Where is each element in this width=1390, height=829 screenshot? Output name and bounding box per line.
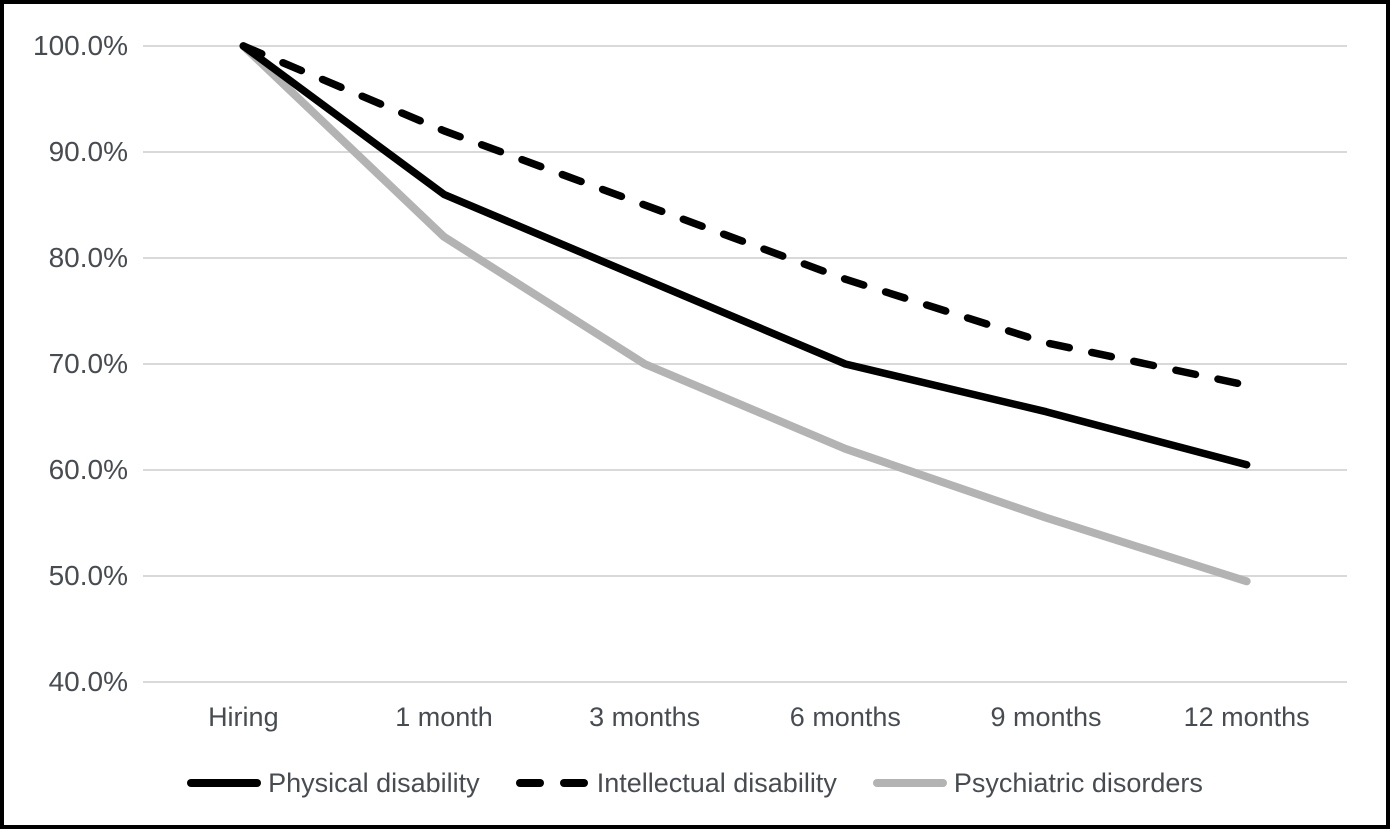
y-tick-label: 100.0% xyxy=(33,30,128,61)
legend-item-intellectual-disability: Intellectual disability xyxy=(515,767,837,799)
legend-label: Physical disability xyxy=(268,767,480,798)
legend-swatch-gray-line-icon xyxy=(872,779,947,787)
x-tick-label: 6 months xyxy=(789,702,901,732)
legend-item-psychiatric-disorders: Psychiatric disorders xyxy=(872,767,1203,799)
legend-item-physical-disability: Physical disability xyxy=(187,768,480,799)
y-tick-label: 40.0% xyxy=(48,666,128,697)
y-tick-label: 70.0% xyxy=(48,348,128,379)
x-tick-label: 3 months xyxy=(589,702,701,732)
x-tick-label: Hiring xyxy=(208,702,279,732)
x-tick-label: 1 month xyxy=(395,702,493,732)
legend-label: Intellectual disability xyxy=(596,767,837,798)
y-tick-label: 60.0% xyxy=(48,454,128,485)
legend-label: Psychiatric disorders xyxy=(953,767,1203,798)
series-line-psychiatric-disorders xyxy=(239,42,1251,586)
dash-segment-icon xyxy=(515,779,544,787)
legend-swatch-dashed-line-icon xyxy=(515,779,590,787)
series-line-physical-disability xyxy=(239,42,1251,469)
dash-segment-icon xyxy=(559,779,588,787)
x-tick-label: 9 months xyxy=(990,702,1102,732)
legend-swatch-solid-line-icon xyxy=(187,779,262,787)
y-tick-label: 90.0% xyxy=(48,136,128,167)
legend: Physical disability Intellectual disabil… xyxy=(0,765,1390,801)
y-tick-label: 50.0% xyxy=(48,560,128,591)
y-tick-label: 80.0% xyxy=(48,242,128,273)
series-line-intellectual-disability xyxy=(239,42,1251,389)
x-tick-label: 12 months xyxy=(1183,702,1310,732)
